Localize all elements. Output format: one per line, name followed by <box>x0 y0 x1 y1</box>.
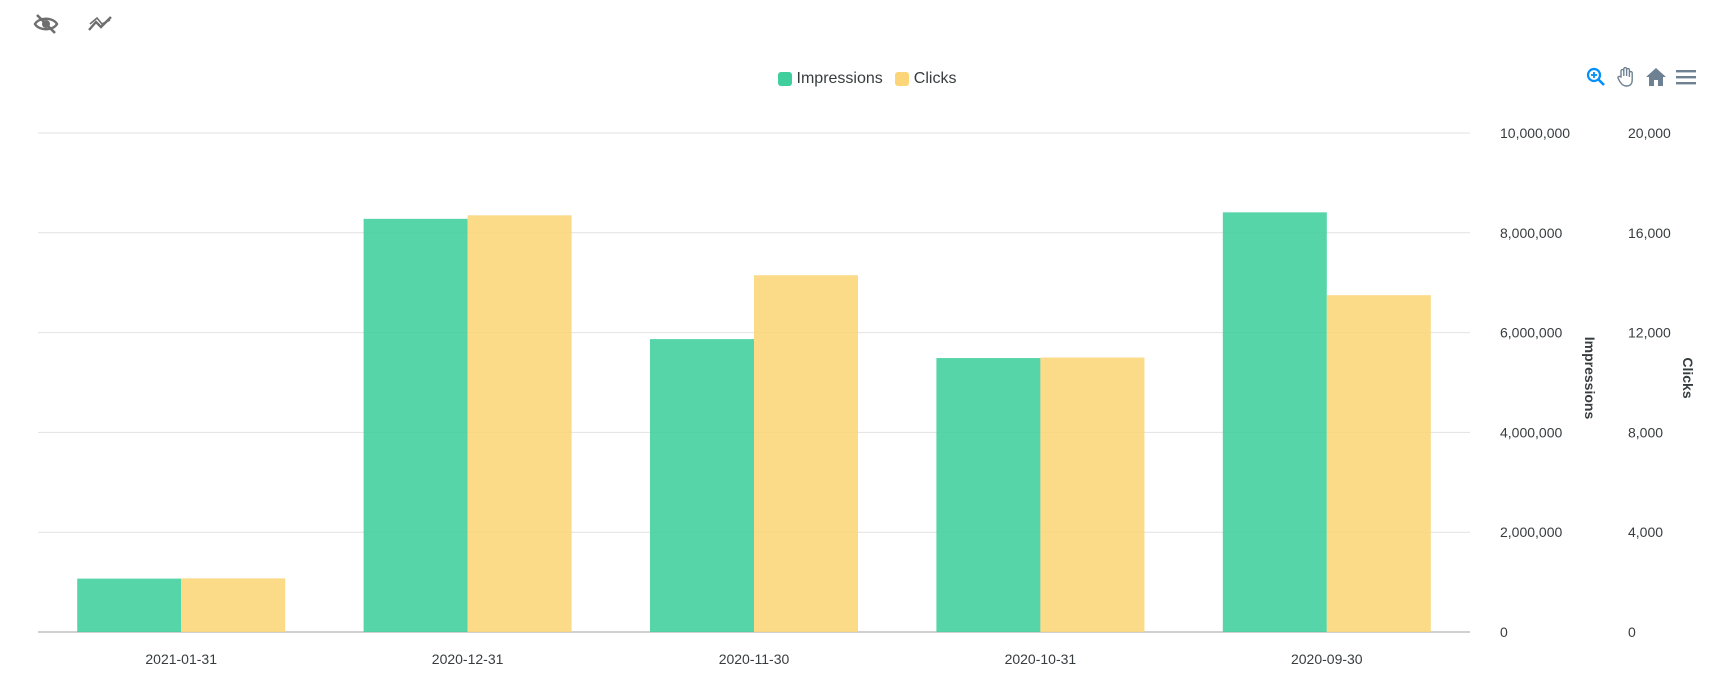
bar-clicks <box>467 215 572 632</box>
bar-clicks <box>1326 295 1431 632</box>
legend-label-clicks: Clicks <box>913 70 957 87</box>
y-tick-label-impressions: 0 <box>1500 624 1508 640</box>
y-axis-title-clicks: Clicks <box>1680 357 1696 398</box>
y-axis-impressions-labels: 0 2,000,000 4,000,000 6,000,000 8,000,000 10,… <box>1500 125 1570 640</box>
y-tick-label-clicks: 4,000 <box>1628 524 1663 540</box>
y-tick-label-clicks: 20,000 <box>1628 125 1671 141</box>
x-tick-label: 2020-11-30 <box>719 651 790 667</box>
x-tick-label: 2020-10-31 <box>1005 651 1077 667</box>
pan-hand-icon[interactable] <box>1614 65 1638 89</box>
x-tick-label: 2020-12-31 <box>432 651 504 667</box>
y-axis-title-impressions: Impressions <box>1582 337 1598 420</box>
trend-line-icon[interactable] <box>86 10 114 38</box>
eye-off-icon[interactable] <box>32 10 60 38</box>
bar-clicks <box>181 578 286 632</box>
y-tick-label-clicks: 16,000 <box>1628 225 1671 241</box>
y-tick-label-impressions: 2,000,000 <box>1500 524 1562 540</box>
y-tick-label-clicks: 0 <box>1628 624 1636 640</box>
x-axis-labels: 2021-01-31 2020-12-31 2020-11-30 2020-10-31… <box>145 651 1362 667</box>
y-tick-label-clicks: 8,000 <box>1628 424 1663 440</box>
home-reset-icon[interactable] <box>1644 65 1668 89</box>
legend-swatch-impressions <box>777 72 792 86</box>
y-tick-label-impressions: 10,000,000 <box>1500 125 1570 141</box>
bar-impressions <box>363 218 468 632</box>
legend-item-clicks[interactable]: Clicks <box>894 70 957 88</box>
bar-impressions <box>1222 212 1327 632</box>
y-tick-label-impressions: 8,000,000 <box>1500 225 1562 241</box>
menu-icon[interactable] <box>1674 65 1698 89</box>
bar-clicks <box>1040 357 1145 632</box>
legend-item-impressions[interactable]: Impressions <box>777 70 883 88</box>
bar-clicks <box>754 275 858 632</box>
top-toolbar <box>32 10 114 38</box>
y-tick-label-impressions: 4,000,000 <box>1500 424 1562 440</box>
x-tick-label: 2021-01-31 <box>145 651 217 667</box>
zoom-in-icon[interactable] <box>1584 65 1608 89</box>
x-tick-label: 2020-09-30 <box>1291 651 1363 667</box>
legend-swatch-clicks <box>894 72 909 86</box>
y-axis-clicks-labels: 0 4,000 8,000 12,000 16,000 20,000 <box>1628 125 1671 640</box>
y-tick-label-clicks: 12,000 <box>1628 325 1671 341</box>
bar-impressions <box>650 339 754 632</box>
bar-impressions <box>77 578 182 632</box>
bar-impressions <box>936 358 1041 632</box>
chart-legend: Impressions Clicks <box>0 70 1734 88</box>
y-tick-label-impressions: 6,000,000 <box>1500 325 1562 341</box>
bar-group <box>77 212 1431 632</box>
chart-toolbar <box>1584 65 1698 89</box>
legend-label-impressions: Impressions <box>796 70 883 87</box>
